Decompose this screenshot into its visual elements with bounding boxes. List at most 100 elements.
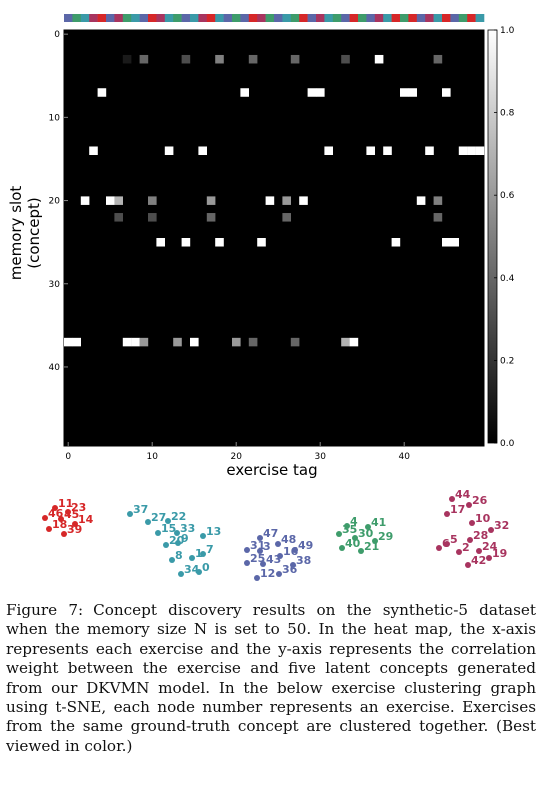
concept-strip-cell — [156, 14, 166, 22]
heatmap-cell — [257, 238, 266, 247]
tsne-point — [276, 571, 282, 577]
tsne-point-label: 18 — [52, 518, 67, 531]
concept-strip-cell — [416, 14, 426, 22]
figure-caption: Figure 7: Concept discovery results on th… — [6, 601, 536, 756]
tsne-point — [61, 531, 67, 537]
concept-strip-cell — [89, 14, 98, 22]
concept-strip-cell — [80, 14, 90, 22]
heatmap-cell — [316, 88, 325, 97]
concept-strip-cell — [114, 14, 124, 22]
colorbar-tick-label: 1.0 — [500, 26, 515, 36]
tsne-point — [178, 571, 184, 577]
heatmap-axes: 0 10 20 30 40 0 10 20 30 40 — [49, 30, 411, 462]
concept-strip-cell — [425, 14, 434, 22]
tsne-point-label: 41 — [371, 516, 386, 529]
concept-strip-cell — [383, 14, 392, 22]
concept-strip-cell — [248, 14, 258, 22]
concept-strip-cell — [332, 14, 342, 22]
tsne-point — [436, 545, 442, 551]
heatmap-cell — [248, 54, 258, 64]
tsne-point-label: 11 — [58, 497, 73, 510]
tsne-point — [449, 496, 455, 502]
tsne-point-label: 38 — [296, 554, 311, 567]
heatmap-cell — [282, 196, 291, 205]
concept-strip-cell — [72, 14, 82, 22]
tsne-point — [169, 557, 175, 563]
heatmap-cell — [299, 196, 308, 205]
concept-strip-cell — [122, 14, 132, 22]
concept-strip-cell — [299, 14, 308, 22]
heatmap-cell — [106, 196, 115, 205]
concept-strip-cell — [324, 14, 334, 22]
tsne-point-label: 13 — [206, 525, 221, 538]
y-tick-label: 0 — [54, 30, 60, 40]
heatmap-cell — [240, 88, 249, 97]
tsne-point-label: 19 — [492, 547, 507, 560]
tsne-point-label: 28 — [473, 529, 488, 542]
colorbar-tick-label: 0.8 — [500, 109, 515, 119]
concept-strip-cell — [450, 14, 460, 22]
tsne-point — [339, 545, 345, 551]
concept-strip-cell — [97, 14, 107, 22]
concept-strip-cell — [206, 14, 216, 22]
tsne-point-label: 49 — [298, 539, 313, 552]
concept-strip-cell — [374, 14, 384, 22]
colorbar-tick-label: 0.0 — [500, 439, 515, 449]
heatmap-background — [63, 29, 485, 447]
heatmap-cell — [391, 238, 401, 247]
concept-strip-cell — [274, 14, 283, 22]
tsne-point-label: 39 — [67, 523, 82, 536]
heatmap-cell — [215, 238, 224, 247]
tsne-point — [466, 502, 472, 508]
heatmap-cell — [408, 88, 417, 97]
concept-strip-cell — [467, 14, 476, 22]
tsne-point-label: 42 — [471, 554, 486, 567]
heatmap-cell — [64, 337, 73, 347]
heatmap-cell — [148, 213, 157, 222]
tsne-point-label: 0 — [202, 561, 210, 574]
heatmap-cell — [206, 213, 216, 222]
figure-label: Figure 7: — [6, 601, 84, 619]
tsne-point-label: 45 — [64, 508, 79, 521]
concept-strip-cell — [131, 14, 140, 22]
concept-strip-cell — [408, 14, 418, 22]
concept-strip-cell — [198, 14, 208, 22]
heatmap-cell — [450, 238, 459, 247]
tsne-point — [200, 551, 206, 557]
tsne-point — [52, 505, 58, 511]
heatmap-cell — [181, 54, 191, 64]
heatmap-cell — [374, 54, 384, 64]
concept-strip-cell — [391, 14, 401, 22]
x-tick-label: 40 — [398, 452, 410, 462]
tsne-point-label: 1 — [195, 547, 203, 560]
tsne-point — [155, 530, 161, 536]
heatmap-cell — [467, 146, 476, 155]
concept-color-strip — [64, 14, 485, 22]
tsne-point — [260, 561, 266, 567]
heatmap-cell — [232, 337, 241, 347]
tsne-point — [244, 547, 250, 553]
concept-strip-cell — [139, 14, 149, 22]
heatmap-cell — [131, 337, 140, 347]
heatmap-cell — [433, 196, 443, 205]
tsne-point-label: 7 — [206, 543, 214, 556]
tsne-point — [344, 523, 350, 529]
heatmap-cell — [475, 146, 485, 155]
tsne-point — [42, 515, 48, 521]
x-tick-label: 20 — [230, 452, 242, 462]
tsne-point-label: 47 — [263, 527, 278, 540]
tsne-point — [372, 538, 378, 544]
tsne-point-label: 22 — [171, 510, 186, 523]
tsne-point — [469, 520, 475, 526]
x-tick-label: 0 — [65, 452, 71, 462]
tsne-point — [46, 526, 52, 532]
tsne-point — [444, 541, 450, 547]
heatmap-cell — [114, 196, 123, 205]
concept-strip-cell — [400, 14, 409, 22]
heatmap-cell — [290, 54, 300, 64]
concept-strip-cell — [215, 14, 224, 22]
heatmap-cell — [164, 146, 174, 155]
tsne-point — [465, 562, 471, 568]
colorbar — [487, 29, 498, 444]
heatmap-cell — [324, 146, 333, 155]
